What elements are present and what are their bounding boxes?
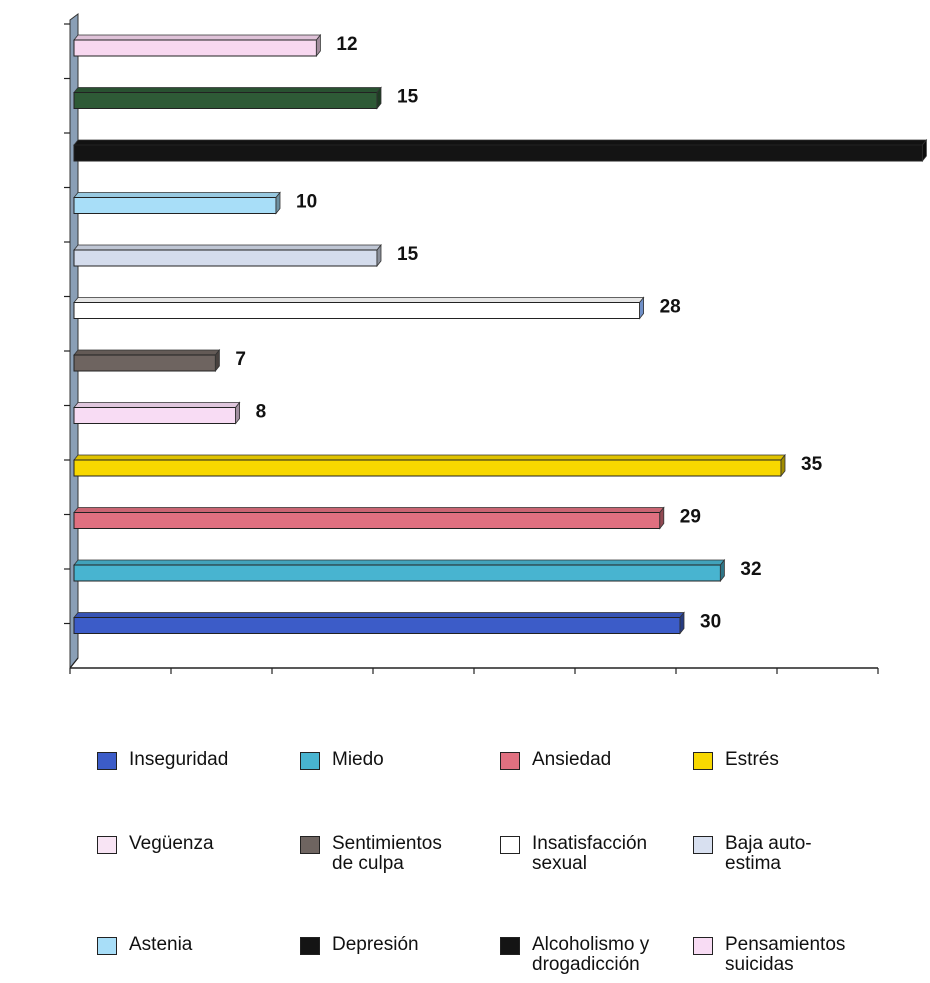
bar (73, 459, 782, 477)
data-label: 8 (256, 402, 267, 423)
data-label: 30 (700, 612, 721, 633)
bar-side (720, 558, 725, 583)
data-label: 15 (397, 244, 419, 265)
bar (73, 617, 681, 634)
bar-side (679, 611, 685, 635)
bar-side (275, 191, 281, 215)
legend-swatch (300, 752, 320, 770)
legend-label: Inseguridad (129, 749, 229, 770)
bar-top (73, 559, 726, 566)
legend-item: Vegüenza (97, 834, 214, 854)
bar (73, 302, 641, 319)
data-label: 29 (680, 507, 701, 528)
legend-swatch (97, 752, 117, 770)
data-label: 7 (235, 349, 246, 370)
origin-label: F0 (10, 678, 32, 680)
legend-swatch (500, 937, 520, 955)
bar (73, 407, 237, 424)
data-label: 12 (336, 34, 357, 55)
legend-label: Sentimientos de culpa (332, 833, 442, 874)
bar-side (639, 296, 644, 320)
legend-label: Miedo (332, 749, 384, 770)
legend-swatch (300, 937, 320, 955)
data-label: 15 (397, 87, 419, 108)
data-label: 35 (801, 454, 823, 475)
bar-side (659, 506, 665, 530)
legend-label: Vegüenza (129, 833, 214, 854)
bar-top (73, 139, 928, 146)
bar-side (922, 138, 927, 163)
bar-top (73, 402, 241, 408)
legend-label: Insatisfacción sexual (532, 833, 648, 874)
bar (73, 512, 661, 529)
legend-label: Alcoholismo y drogadicción (532, 934, 650, 975)
legend-item: Inseguridad (97, 750, 228, 770)
legend-label: Estrés (725, 749, 779, 770)
legend-item: Astenia (97, 935, 192, 955)
bar-top (73, 454, 786, 461)
bar-top (73, 349, 221, 356)
bar-top (73, 297, 645, 303)
legend-item: Sentimientos de culpa (300, 834, 442, 874)
legend-item: Ansiedad (500, 750, 611, 770)
bar-top (73, 34, 322, 41)
legend-swatch (693, 752, 713, 770)
bar-top (73, 507, 665, 513)
bar-side (214, 348, 220, 373)
legend-swatch (97, 937, 117, 955)
bar-side (376, 86, 382, 110)
legend-label: Astenia (129, 934, 193, 955)
legend-item: Estrés (693, 750, 779, 770)
bar-top (73, 87, 382, 93)
bar-side (780, 453, 786, 478)
data-label: 28 (660, 297, 681, 318)
bar-top (73, 612, 685, 618)
legend-item: Baja auto- estima (693, 834, 812, 874)
legend-label: Pensamientos suicidas (725, 934, 846, 975)
legend-item: Depresión (300, 935, 419, 955)
bar (73, 354, 216, 372)
bar-side (315, 33, 321, 58)
legend-swatch (693, 937, 713, 955)
legend-item: Alcoholismo y drogadicción (500, 935, 649, 975)
legend-swatch (500, 752, 520, 770)
bar (73, 144, 923, 162)
bar-top (73, 192, 281, 198)
data-label: 32 (740, 559, 761, 580)
legend-label: Ansiedad (532, 749, 612, 770)
legend-swatch (97, 836, 117, 854)
bar-side (235, 401, 241, 425)
bar (73, 249, 378, 267)
axis-corner (69, 657, 79, 669)
data-label: 10 (296, 192, 317, 213)
bar (73, 92, 378, 109)
legend-item: Pensamientos suicidas (693, 935, 845, 975)
legend-label: Depresión (332, 934, 419, 955)
bar-top (73, 244, 382, 251)
bar (73, 197, 277, 214)
bar (73, 564, 721, 582)
legend-item: Insatisfacción sexual (500, 834, 647, 874)
legend-item: Miedo (300, 750, 384, 770)
bar-chart: 0510152025303540F01215421015287835293230 (10, 13, 928, 680)
bar-side (376, 243, 382, 268)
legend-label: Baja auto- estima (725, 833, 812, 874)
legend-swatch (693, 836, 713, 854)
bar (73, 39, 317, 57)
legend-swatch (500, 836, 520, 854)
legend-swatch (300, 836, 320, 854)
